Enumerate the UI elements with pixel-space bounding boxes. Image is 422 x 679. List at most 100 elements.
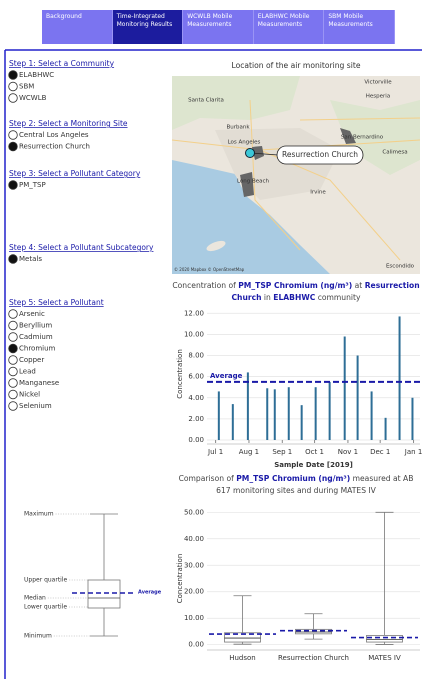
title-part: Comparison of	[179, 474, 237, 483]
radio-label: Nickel	[19, 391, 40, 399]
bar	[357, 356, 359, 440]
title-part: community	[315, 293, 360, 302]
y-tick-label: 20.00	[184, 588, 204, 596]
radio-label: Resurrection Church	[19, 143, 90, 151]
callout-text: Resurrection Church	[282, 150, 358, 159]
y-tick-label: 0.00	[188, 436, 204, 444]
y-tick-label: 8.00	[188, 352, 204, 360]
bar	[371, 391, 373, 440]
title-part: Concentration of	[172, 281, 238, 290]
map-label: Long Beach	[237, 179, 270, 185]
title-part: ELABHWC	[273, 293, 315, 302]
radio-label: WCWLB	[19, 94, 47, 102]
y-tick-label: 2.00	[188, 415, 204, 423]
y-tick-label: 10.00	[184, 330, 204, 338]
radio-button[interactable]	[9, 379, 18, 388]
box	[367, 635, 403, 642]
y-tick-label: 4.00	[188, 394, 204, 402]
y-axis-label: Concentration	[176, 349, 184, 399]
radio-button[interactable]	[9, 142, 18, 151]
radio-label: SBM	[19, 83, 34, 91]
y-tick-label: 40.00	[184, 535, 204, 543]
bar	[329, 382, 331, 440]
title-part: in	[262, 293, 274, 302]
title-part: PM_TSP Chromium (ng/m³)	[236, 474, 350, 483]
radio-button[interactable]	[9, 333, 18, 342]
y-tick-label: 30.00	[184, 561, 204, 569]
radio-label: Lead	[19, 368, 36, 376]
step-heading: Step 4: Select a Pollutant Subcategory	[9, 243, 154, 252]
map-title: Location of the air monitoring site	[231, 61, 360, 70]
radio-button[interactable]	[9, 255, 18, 264]
x-tick-label: MATES IV	[368, 654, 401, 662]
legend-label: Minimum	[24, 633, 52, 640]
x-tick-label: Jan 1	[404, 448, 422, 456]
average-label: Average	[210, 372, 243, 380]
bar	[301, 405, 303, 440]
radio-label: Beryllium	[19, 322, 52, 330]
bar	[411, 398, 413, 440]
map-label: Hesperia	[366, 94, 390, 100]
radio-label: ELABHWC	[19, 71, 54, 79]
chart-title: Concentration of PM_TSP Chromium (ng/m³)…	[172, 280, 420, 304]
title-part: PM_TSP Chromium (ng/m³)	[238, 281, 352, 290]
x-tick-label: Oct 1	[305, 448, 324, 456]
y-tick-label: 50.00	[184, 508, 204, 516]
bar	[315, 387, 317, 440]
radio-button[interactable]	[9, 131, 18, 140]
chart-title: Comparison of PM_TSP Chromium (ng/m³) me…	[172, 473, 420, 497]
radio-button[interactable]	[9, 321, 18, 330]
bar	[344, 337, 346, 440]
legend-box	[88, 580, 120, 608]
y-axis-label: Concentration	[176, 554, 184, 604]
bar	[218, 391, 220, 440]
title-part: at	[352, 281, 364, 290]
legend-label: Median	[24, 595, 46, 602]
bar	[399, 316, 401, 440]
radio-button[interactable]	[9, 356, 18, 365]
step-heading: Step 2: Select a Monitoring Site	[9, 119, 128, 128]
radio-button[interactable]	[9, 344, 18, 353]
radio-button[interactable]	[9, 390, 18, 399]
radio-button[interactable]	[9, 94, 18, 103]
page: BackgroundTime-Integrated Monitoring Res…	[0, 0, 422, 679]
radio-button[interactable]	[9, 181, 18, 190]
map-label: Burbank	[226, 125, 250, 131]
map-attribution: © 2020 Mapbox © OpenStreetMap	[174, 267, 245, 272]
x-axis-label: Sample Date [2019]	[274, 461, 353, 469]
map-label: Victorville	[364, 80, 392, 86]
map-label: Irvine	[310, 190, 326, 196]
bar	[232, 404, 234, 440]
radio-button[interactable]	[9, 367, 18, 376]
y-tick-label: 12.00	[184, 309, 204, 317]
x-tick-label: Nov 1	[338, 448, 358, 456]
radio-label: Copper	[19, 356, 44, 364]
map-label: Escondido	[386, 264, 415, 270]
radio-label: Cadmium	[19, 333, 53, 341]
step-heading: Step 1: Select a Community	[9, 59, 115, 68]
radio-label: PM_TSP	[19, 181, 46, 189]
radio-button[interactable]	[9, 82, 18, 91]
radio-label: Central Los Angeles	[19, 131, 89, 139]
radio-button[interactable]	[9, 402, 18, 411]
map-label: Calimesa	[382, 150, 407, 156]
legend-label: Upper quartile	[24, 577, 68, 584]
x-tick-label: Dec 1	[370, 448, 390, 456]
y-tick-label: 10.00	[184, 614, 204, 622]
step-heading: Step 5: Select a Pollutant	[9, 298, 104, 307]
radio-label: Selenium	[19, 402, 52, 410]
radio-label: Metals	[19, 255, 42, 263]
radio-button[interactable]	[9, 71, 18, 80]
x-tick-label: Sep 1	[272, 448, 292, 456]
legend-label: Lower quartile	[24, 604, 67, 611]
bar	[274, 389, 276, 440]
legend-label: Maximum	[24, 511, 54, 518]
step-heading: Step 3: Select a Pollutant Category	[9, 169, 141, 178]
radio-label: Manganese	[19, 379, 59, 387]
map-label: Santa Clarita	[188, 98, 224, 104]
y-tick-label: 6.00	[188, 373, 204, 381]
site-marker	[246, 149, 255, 158]
map-label: Los Angeles	[228, 140, 261, 146]
radio-button[interactable]	[9, 310, 18, 319]
x-tick-label: Aug 1	[239, 448, 259, 456]
